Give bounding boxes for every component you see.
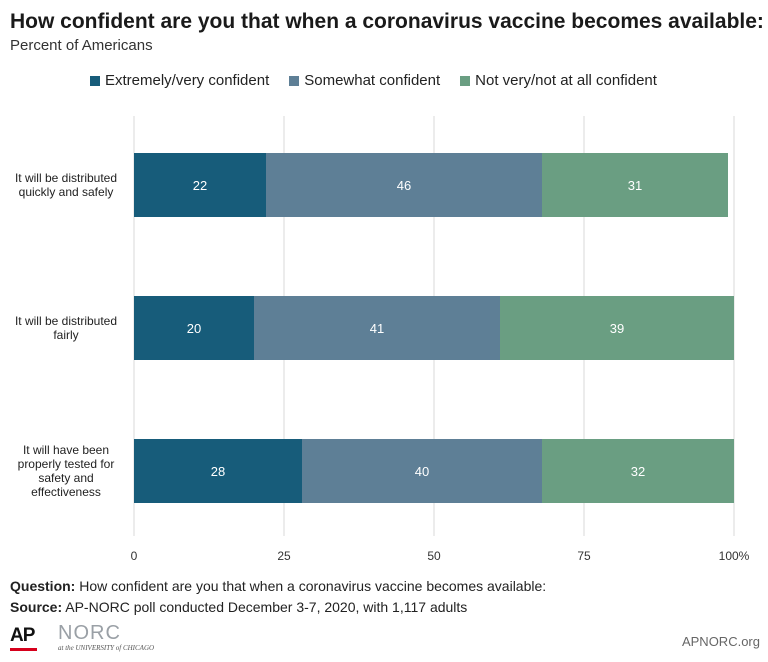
footer-source: Source: AP-NORC poll conducted December … [10,599,467,615]
category-label: effectiveness [31,485,101,499]
x-tick-label: 50 [427,549,441,563]
data-label: 20 [187,321,201,336]
category-label: It will be distributed [15,314,117,328]
brand-url: APNORC.org [681,634,760,649]
legend-item-not-very: Not very/not at all confident [460,72,657,89]
x-tick-label: 75 [577,549,591,563]
data-label: 40 [415,464,429,479]
question-label: Question: [10,578,76,594]
bar-segment [542,153,728,217]
legend-swatch [289,75,300,86]
x-tick-label: 25 [277,549,291,563]
chart-title: How confident are you that when a corona… [10,10,764,33]
data-label: 32 [631,464,645,479]
source-label: Source: [10,599,63,615]
norc-logo-subtitle: at the UNIVERSITY of CHICAGO [58,644,155,652]
data-label: 28 [211,464,225,479]
chart-subtitle: Percent of Americans [10,37,153,54]
data-label: 41 [370,321,384,336]
x-tick-label: 100% [719,549,750,563]
bar-segment [134,296,254,360]
legend-label: Not very/not at all confident [475,72,657,89]
data-label: 22 [193,178,207,193]
footer-question: Question: How confident are you that whe… [10,578,546,594]
legend-item-extremely-very: Extremely/very confident [90,72,269,89]
data-label: 46 [397,178,411,193]
bar-segment [542,439,734,503]
bar-segment [500,296,734,360]
source-text: AP-NORC poll conducted December 3-7, 202… [62,599,468,615]
category-label: properly tested for [18,457,115,471]
ap-logo: AP [10,625,35,646]
category-label: It will have been [23,443,109,457]
category-label: fairly [53,328,78,342]
bar-segment [254,296,500,360]
legend: Extremely/very confident Somewhat confid… [90,72,657,89]
data-label: 39 [610,321,624,336]
question-text: How confident are you that when a corona… [75,578,547,594]
category-label: It will be distributed [15,171,117,185]
bar-segment [302,439,542,503]
category-label: safety and [38,471,93,485]
legend-label: Somewhat confident [304,72,441,89]
data-label: 31 [628,178,642,193]
legend-swatch [90,75,100,86]
x-tick-label: 0 [131,549,138,563]
category-label: quickly and safely [19,185,114,199]
bar-segment [134,439,302,503]
bar-segment [134,153,266,217]
legend-swatch [460,75,471,86]
norc-logo: NORC [58,622,121,644]
legend-item-somewhat: Somewhat confident [289,72,440,89]
bar-segment [266,153,542,217]
ap-logo-bar [10,648,37,651]
legend-label: Extremely/very confident [105,72,270,89]
